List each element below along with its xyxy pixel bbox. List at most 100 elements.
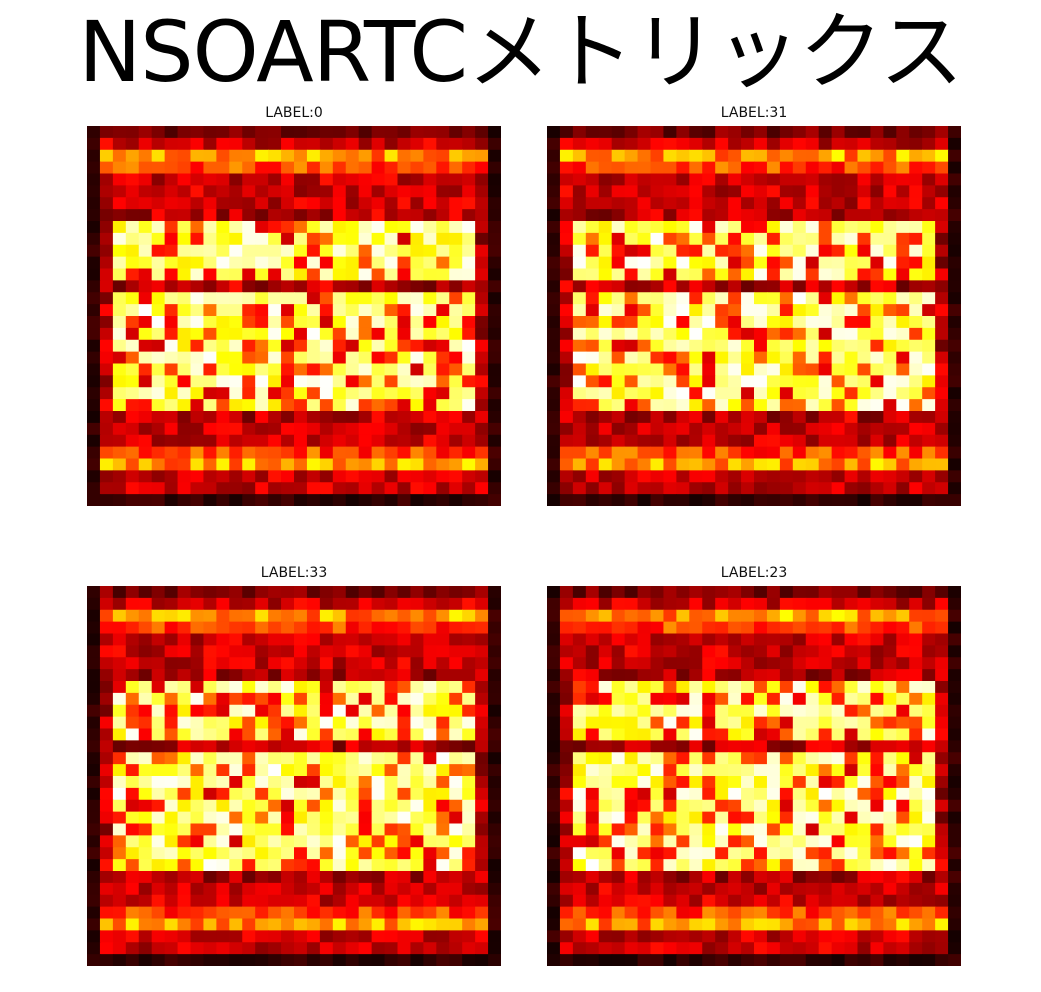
heatmap-cell [896, 847, 910, 860]
heatmap-cell [268, 185, 282, 198]
heatmap-cell [883, 399, 897, 412]
heatmap-cell [488, 232, 501, 246]
heatmap-cell [818, 316, 833, 329]
heatmap-cell [844, 256, 859, 270]
heatmap-cell [164, 657, 179, 670]
heatmap-cell [449, 434, 463, 448]
heatmap-cell [216, 882, 230, 896]
heatmap-cell [319, 244, 334, 258]
heatmap-cell [488, 411, 501, 424]
heatmap-cell [449, 316, 463, 329]
heatmap-cell [909, 221, 923, 234]
heatmap-cell [948, 422, 961, 436]
heatmap-cell [125, 633, 140, 646]
heatmap-cell [397, 669, 412, 682]
heatmap-cell [870, 137, 884, 151]
heatmap-cell [475, 942, 489, 955]
heatmap-cell [87, 645, 101, 658]
heatmap-cell [689, 316, 703, 329]
heatmap-cell [650, 811, 665, 825]
heatmap-cell [585, 621, 600, 635]
heatmap-cell [883, 434, 897, 448]
heatmap-cell [663, 446, 677, 460]
heatmap-cell [255, 304, 269, 317]
heatmap-cell [462, 954, 476, 966]
heatmap-cell [164, 221, 179, 234]
heatmap-cell [345, 256, 360, 270]
heatmap-cell [935, 669, 949, 682]
heatmap-cell [151, 173, 166, 186]
heatmap-cell [449, 692, 463, 706]
heatmap-cell [779, 399, 794, 412]
heatmap-cell [857, 586, 872, 599]
heatmap-cell [112, 942, 127, 955]
heatmap-cell [229, 633, 243, 646]
heatmap-cell [99, 728, 114, 741]
heatmap-cell [935, 752, 949, 765]
heatmap-cell [410, 185, 424, 198]
heatmap-cell [559, 173, 574, 186]
heatmap-cell [689, 621, 703, 635]
heatmap-cell [164, 787, 179, 801]
heatmap-cell [883, 669, 897, 682]
heatmap-cell [547, 954, 561, 966]
heatmap-cell [805, 728, 820, 741]
heatmap-cell [423, 232, 437, 246]
heatmap-cell [475, 728, 489, 741]
heatmap-cell [371, 126, 386, 139]
heatmap-cell [384, 894, 399, 908]
heatmap-cell [585, 458, 600, 471]
heatmap-cell [663, 776, 677, 789]
heatmap-cell [203, 728, 217, 741]
heatmap-cell [818, 847, 833, 860]
heatmap-cell [294, 918, 308, 931]
heatmap-cell [87, 942, 101, 955]
heatmap-cell [547, 422, 561, 436]
heatmap-cell [397, 835, 412, 848]
heatmap-cell [754, 387, 768, 400]
heatmap-cell [423, 411, 437, 424]
heatmap-cell [410, 645, 424, 658]
heatmap-cell [216, 811, 230, 825]
heatmap-cell [87, 387, 101, 400]
heatmap-cell [857, 173, 872, 186]
heatmap-cell [475, 609, 489, 623]
heatmap-cell [547, 304, 561, 317]
heatmap-cell [216, 256, 230, 270]
heatmap-cell [358, 811, 373, 825]
heatmap-cell [870, 716, 884, 730]
heatmap-cell [319, 209, 334, 222]
heatmap-cell [475, 482, 489, 495]
heatmap-cell [151, 894, 166, 908]
heatmap-cell [488, 776, 501, 789]
heatmap-cell [598, 375, 613, 388]
heatmap-cell [663, 811, 677, 825]
heatmap-cell [728, 137, 742, 151]
heatmap-cell [397, 657, 412, 670]
heatmap-cell [948, 787, 961, 801]
heatmap-cell [99, 752, 114, 765]
heatmap-cell [547, 149, 561, 163]
heatmap-cell [818, 799, 833, 813]
heatmap-cell [896, 835, 910, 848]
heatmap-cell [935, 351, 949, 365]
heatmap-cell [792, 657, 807, 670]
heatmap-cell [715, 173, 729, 186]
heatmap-cell [598, 669, 613, 682]
heatmap-cell [792, 458, 807, 471]
heatmap-cell [397, 942, 412, 955]
heatmap-cell [268, 597, 282, 611]
heatmap-cell [870, 692, 884, 706]
heatmap-cell [702, 894, 716, 908]
heatmap-cell [844, 871, 859, 884]
heatmap-cell [87, 847, 101, 860]
heatmap-cell [741, 704, 755, 718]
heatmap-cell [268, 458, 282, 471]
heatmap-cell [831, 859, 846, 872]
heatmap-cell [805, 882, 820, 896]
heatmap-cell [488, 185, 501, 198]
heatmap-cell [611, 787, 626, 801]
heatmap-cell [358, 740, 373, 753]
heatmap-cell [585, 256, 600, 270]
heatmap-cell [663, 209, 677, 222]
